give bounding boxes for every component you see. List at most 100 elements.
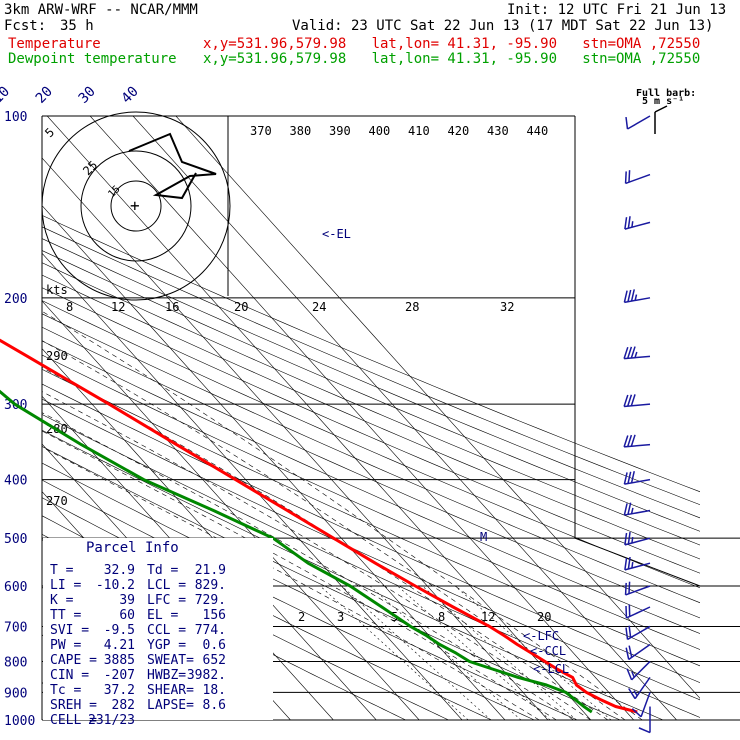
moist-adiabat [42,340,626,720]
theta-label: 410 [408,124,430,138]
theta-label: 370 [250,124,272,138]
theta-label: 430 [487,124,509,138]
pressure-label: 900 [4,686,27,701]
lfc-annotation: <-LFC [523,629,559,643]
wind-barb-flag [627,434,633,447]
theta-label: 440 [527,124,549,138]
barb-legend-units: 5 m s⁻¹ [642,96,684,107]
parcel-param-label: Td = [147,563,178,578]
wind-barb [638,706,651,734]
wind-barb-flag [627,471,632,484]
wind-barb-flag [627,531,631,545]
parcel-param-value: 32.9 [104,563,135,578]
mixing-ratio-label: 2 [298,610,305,624]
wind-barb-flag [627,216,631,229]
parcel-param-label: CELL = [50,713,97,728]
dry-adiabat [42,238,700,519]
isotherm-line [175,116,700,699]
parcel-param-label: SHEAR= [147,683,194,698]
temperature-legend: Temperature [8,36,101,52]
parcel-param-value: 21.9 [195,563,226,578]
parcel-param-label: SVI = [50,623,89,638]
dry-adiabat [42,250,700,532]
moist-adiabat-label: 12 [111,300,125,314]
dry-adiabat [42,274,700,560]
wind-barb-flag [628,645,633,658]
parcel-param-label: HWBZ= [147,668,186,683]
wind-barb-flag [627,346,633,359]
wind-barb-flag [625,116,629,130]
el-annotation: <-EL [322,227,351,241]
mixing-ratio-label: 20 [537,610,551,624]
wind-barb [628,676,651,700]
wind-barb-flag [623,435,629,448]
parcel-param-value: 156 [203,608,226,623]
isotherm-line [46,116,592,720]
parcel-param-value: 652 [203,653,226,668]
pressure-label: 600 [4,580,27,595]
wind-barb [625,643,651,661]
barb-legend-title: Full barb: [636,88,696,99]
parcel-param-value: -10.2 [96,578,135,593]
moist-adiabat-label: 8 [66,300,73,314]
wind-barb [624,170,651,185]
wind-barb-flag [638,727,651,734]
wind-barb-flag [623,472,628,485]
ccl-annotation: <-CCL [530,644,566,658]
moist-adiabat-label: 16 [165,300,179,314]
hodograph-center: + [130,196,140,215]
parcel-param-label: CAPE = [50,653,97,668]
wind-barb-flag [630,434,636,447]
wind-barb-flag [624,557,628,571]
wind-barb-flag [627,289,632,302]
moist-adiabat-label: 28 [405,300,419,314]
barb-legend-flag [654,105,668,113]
theta-label: 400 [369,124,391,138]
wind-barb-flag [625,647,630,660]
wind-barb-flag [630,394,636,407]
moist-adiabat [42,310,643,720]
parcel-param-label: K = [50,593,74,608]
forecast-hour: 35 h [60,18,94,34]
pressure-label: 400 [4,474,27,489]
hodograph-unit-label: kts [46,283,68,297]
wind-barb-flag [624,532,628,546]
isotherm-label: 20 [33,84,56,107]
dry-adiabat [42,383,700,683]
wind-barb [623,289,651,304]
parcel-info-title: Parcel Info [86,540,179,556]
wind-barb [626,660,651,681]
wind-barb-flag [623,394,629,407]
dry-adiabat [42,226,700,505]
wind-barb-flag [631,221,634,228]
wind-barb-flag [623,503,628,516]
isotherm-label: 10 [0,84,13,107]
wind-barb-flag [627,502,632,515]
dry-adiabat [42,287,700,574]
wind-barb [624,531,651,546]
wind-barb [625,115,651,130]
wind-barb-flag [630,346,636,359]
parcel-param-label: TT = [50,608,81,623]
isotherm-line [132,116,677,720]
theta-label: 420 [448,124,470,138]
mixing-ratio-label: 12 [481,610,495,624]
wind-barb-flag [631,708,642,718]
hodograph-ring [80,150,192,262]
wind-barb-flag [631,561,634,569]
wind-barb-flag [624,217,628,230]
parcel-param-value: 39 [119,593,135,608]
dry-adiabat [42,398,700,701]
wind-barb [624,216,651,230]
moist-adiabat-label: 32 [500,300,514,314]
dry-adiabat [42,326,700,619]
forecast-label: Fcst: [4,18,47,34]
isotherm-label: 40 [119,84,142,107]
parcel-param-label: EL = [147,608,178,623]
wind-barb-flag [631,536,634,544]
dry-adiabat [42,414,700,718]
parcel-param-label: LFC = [147,593,186,608]
isotherm-label: 30 [76,84,99,107]
pressure-label: 700 [4,620,27,635]
